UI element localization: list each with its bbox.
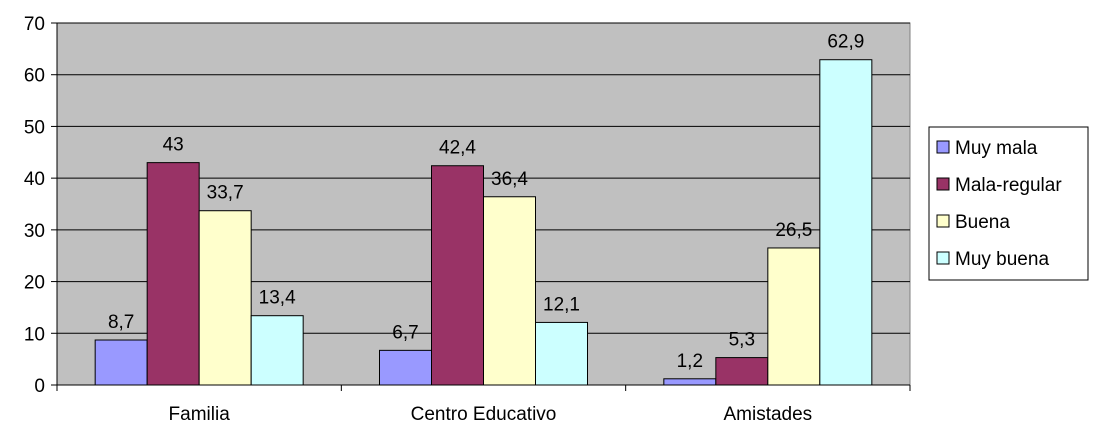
legend-label: Muy buena [955,249,1049,270]
x-tick-label: Amistades [723,404,812,425]
data-label: 42,4 [439,138,476,159]
bar [483,196,536,386]
data-label: 12,1 [543,294,580,315]
y-tick-label: 50 [24,117,45,138]
y-tick-label: 10 [24,324,45,345]
legend-swatch [936,177,950,191]
legend-box [928,126,1089,281]
data-label: 5,3 [729,330,755,351]
bar [767,247,821,386]
legend-swatch [936,214,950,228]
bar [819,59,873,386]
legend-label: Buena [955,212,1010,233]
legend-swatch [936,140,950,154]
bar [146,162,200,386]
legend-label: Muy mala [955,138,1038,159]
bar [535,321,588,386]
y-tick-label: 20 [24,273,45,294]
y-tick-label: 40 [24,169,45,190]
data-label: 62,9 [827,32,864,53]
x-tick-label: Familia [169,404,231,425]
data-label: 8,7 [108,312,134,333]
y-tick-label: 60 [24,66,45,87]
y-tick-label: 70 [24,14,45,35]
x-tick-label: Centro Educativo [411,404,557,425]
legend-swatch [936,251,950,265]
data-label: 6,7 [392,322,418,343]
data-label: 33,7 [207,183,244,204]
data-label: 43 [163,135,184,156]
legend-label: Mala-regular [955,175,1062,196]
data-label: 13,4 [259,288,296,309]
y-tick-label: 30 [24,221,45,242]
data-label: 1,2 [677,351,703,372]
bar [250,315,304,386]
y-tick-label: 0 [34,376,45,397]
bar [94,339,148,386]
bar [663,378,717,386]
bar [715,357,769,386]
bar [431,165,484,386]
bar [379,349,432,386]
data-label: 26,5 [775,220,812,241]
bar [198,210,252,386]
data-label: 36,4 [491,169,528,190]
